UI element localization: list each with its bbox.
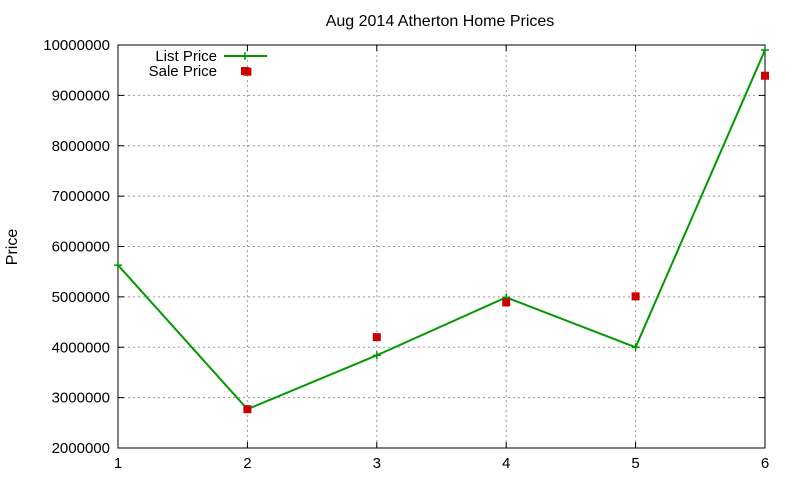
chart-title: Aug 2014 Atherton Home Prices — [326, 13, 555, 30]
y-tick-label: 6000000 — [52, 239, 110, 256]
x-tick-label: 3 — [373, 455, 381, 472]
y-tick-label: 9000000 — [52, 87, 110, 104]
data-point-extra — [243, 405, 252, 414]
y-tick-label: 10000000 — [43, 37, 110, 54]
x-tick-label: 6 — [761, 455, 769, 472]
x-tick-label: 5 — [631, 455, 639, 472]
x-tick-label: 4 — [502, 455, 510, 472]
data-point-sale-price — [631, 292, 640, 301]
y-tick-label: 2000000 — [52, 440, 110, 457]
y-tick-label: 4000000 — [52, 339, 110, 356]
data-point-list-price — [631, 343, 640, 352]
series-list-price — [114, 46, 769, 414]
series-sale-price — [243, 67, 769, 342]
data-series — [114, 46, 769, 414]
data-point-sale-price — [761, 71, 769, 80]
y-tick-label: 7000000 — [52, 188, 110, 205]
series-extra — [243, 405, 252, 414]
y-tick-label: 5000000 — [52, 289, 110, 306]
data-point-list-price — [761, 46, 769, 55]
legend-label-list-price: List Price — [155, 48, 217, 65]
legend-label-sale-price: Sale Price — [149, 63, 217, 80]
legend-sample-square-marker — [241, 67, 249, 75]
legend: List Price Sale Price — [149, 48, 267, 80]
grid-lines — [118, 45, 765, 448]
axis-ticks: 2000000 3000000 4000000 5000000 6000000 70000… — [43, 37, 769, 472]
data-point-list-price — [114, 261, 122, 270]
data-point-sale-price — [502, 298, 511, 307]
y-tick-label: 3000000 — [52, 390, 110, 407]
y-axis-label: Price — [4, 229, 21, 266]
plot-frame — [117, 44, 766, 449]
legend-sample-plus-marker — [241, 52, 249, 60]
y-tick-label: 8000000 — [52, 138, 110, 155]
series-line-list-price — [117, 49, 766, 411]
x-tick-label: 1 — [114, 455, 122, 472]
x-tick-label: 2 — [243, 455, 251, 472]
data-point-list-price — [372, 351, 381, 360]
data-point-sale-price — [372, 333, 381, 342]
